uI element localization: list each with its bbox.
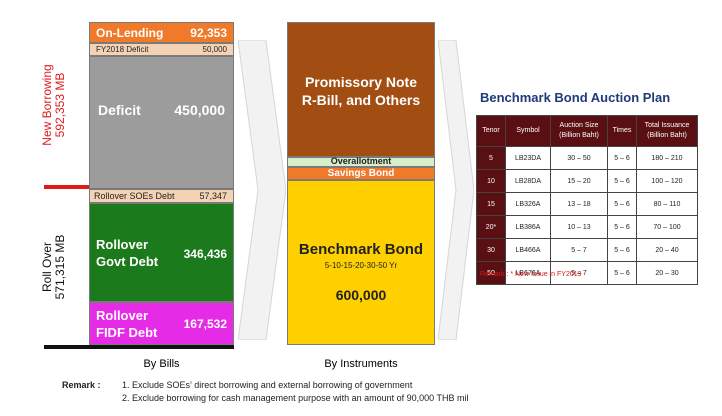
cell: 20 – 40 [636, 238, 698, 262]
segment-promissory-note: Promissory Note R-Bill, and Others [287, 22, 435, 157]
cell: 70 – 100 [636, 215, 698, 239]
cell: 5 – 6 [607, 192, 637, 216]
arrow-1 [238, 40, 286, 340]
cell: 100 – 120 [636, 169, 698, 193]
plan-table: Tenor Symbol Auction Size (Billion Baht)… [476, 115, 698, 285]
segment-rollover-govt-debt: Rollover Govt Debt 346,436 [89, 203, 234, 302]
cell: LB326A [505, 192, 551, 216]
segment-savings-bond: Savings Bond [287, 167, 435, 180]
header-auction-size: Auction Size (Billion Baht) [550, 115, 608, 147]
segment-overallotment: Overallotment [287, 156, 435, 167]
cell: 30 – 50 [550, 146, 608, 170]
cell: 10 – 13 [550, 215, 608, 239]
segment-deficit: Deficit 450,000 [89, 56, 234, 189]
table-row: 10 LB28DA 15 – 20 5 – 6 100 – 120 [476, 169, 698, 193]
footer-note-2: 2. Exclude borrowing for cash management… [122, 393, 469, 403]
plan-remark: Remark : * New Issue in FY2019 [480, 271, 582, 278]
cell: 5 – 7 [550, 261, 608, 285]
table-row: 30 LB466A 5 – 7 5 – 6 20 – 40 [476, 238, 698, 262]
cell: 20* [476, 215, 506, 239]
cell: 50 [476, 261, 506, 285]
baseline-line [44, 345, 234, 349]
segment-rollover-fidf-debt: Rollover FIDF Debt 167,532 [89, 302, 234, 345]
new-borrowing-label: New Borrowing 592,353 MB [40, 64, 67, 146]
cell: 15 – 20 [550, 169, 608, 193]
cell: 5 [476, 146, 506, 170]
segment-rollover-soes-debt: Rollover SOEs Debt 57,347 [89, 189, 234, 203]
table-row: 50 LB676A 5 – 7 5 – 6 20 – 30 [476, 261, 698, 285]
cell: LB386A [505, 215, 551, 239]
footer-note-1: 1. Exclude SOEs’ direct borrowing and ex… [122, 380, 413, 390]
header-symbol: Symbol [505, 115, 551, 147]
cell: 5 – 6 [607, 261, 637, 285]
cell: LB23DA [505, 146, 551, 170]
bar-label-by-instruments: By Instruments [324, 358, 398, 370]
table-row: 15 LB326A 13 – 18 5 – 6 80 – 110 [476, 192, 698, 216]
cell: 5 – 6 [607, 238, 637, 262]
plan-title: Benchmark Bond Auction Plan [480, 90, 671, 105]
cell: LB676A [505, 261, 551, 285]
segment-fy2018-deficit: FY2018 Deficit 50,000 [89, 43, 234, 56]
roll-over-label: Roll Over 571,315 MB [40, 234, 67, 300]
cell: 20 – 30 [636, 261, 698, 285]
segment-on-lending: On-Lending 92,353 [89, 22, 234, 43]
header-times: Times [607, 115, 637, 147]
cell: 5 – 6 [607, 169, 637, 193]
header-tenor: Tenor [476, 115, 506, 147]
segment-benchmark-bond: Benchmark Bond 5-10-15-20-30-50 Yr 600,0… [287, 180, 435, 345]
cell: 5 – 6 [607, 215, 637, 239]
cell: 80 – 110 [636, 192, 698, 216]
cell: 10 [476, 169, 506, 193]
cell: LB28DA [505, 169, 551, 193]
arrow-2 [438, 40, 474, 340]
bar-label-by-bills: By Bills [143, 358, 180, 370]
footer-remark-label: Remark : [62, 380, 101, 390]
cell: LB466A [505, 238, 551, 262]
table-row: 5 LB23DA 30 – 50 5 – 6 180 – 210 [476, 146, 698, 170]
cell: 15 [476, 192, 506, 216]
plan-table-header: Tenor Symbol Auction Size (Billion Baht)… [476, 115, 698, 147]
table-row: 20* LB386A 10 – 13 5 – 6 70 – 100 [476, 215, 698, 239]
cell: 5 – 7 [550, 238, 608, 262]
cell: 180 – 210 [636, 146, 698, 170]
cell: 30 [476, 238, 506, 262]
cell: 5 – 6 [607, 146, 637, 170]
header-total-issuance: Total Issuance (Billion Baht) [636, 115, 698, 147]
cell: 13 – 18 [550, 192, 608, 216]
